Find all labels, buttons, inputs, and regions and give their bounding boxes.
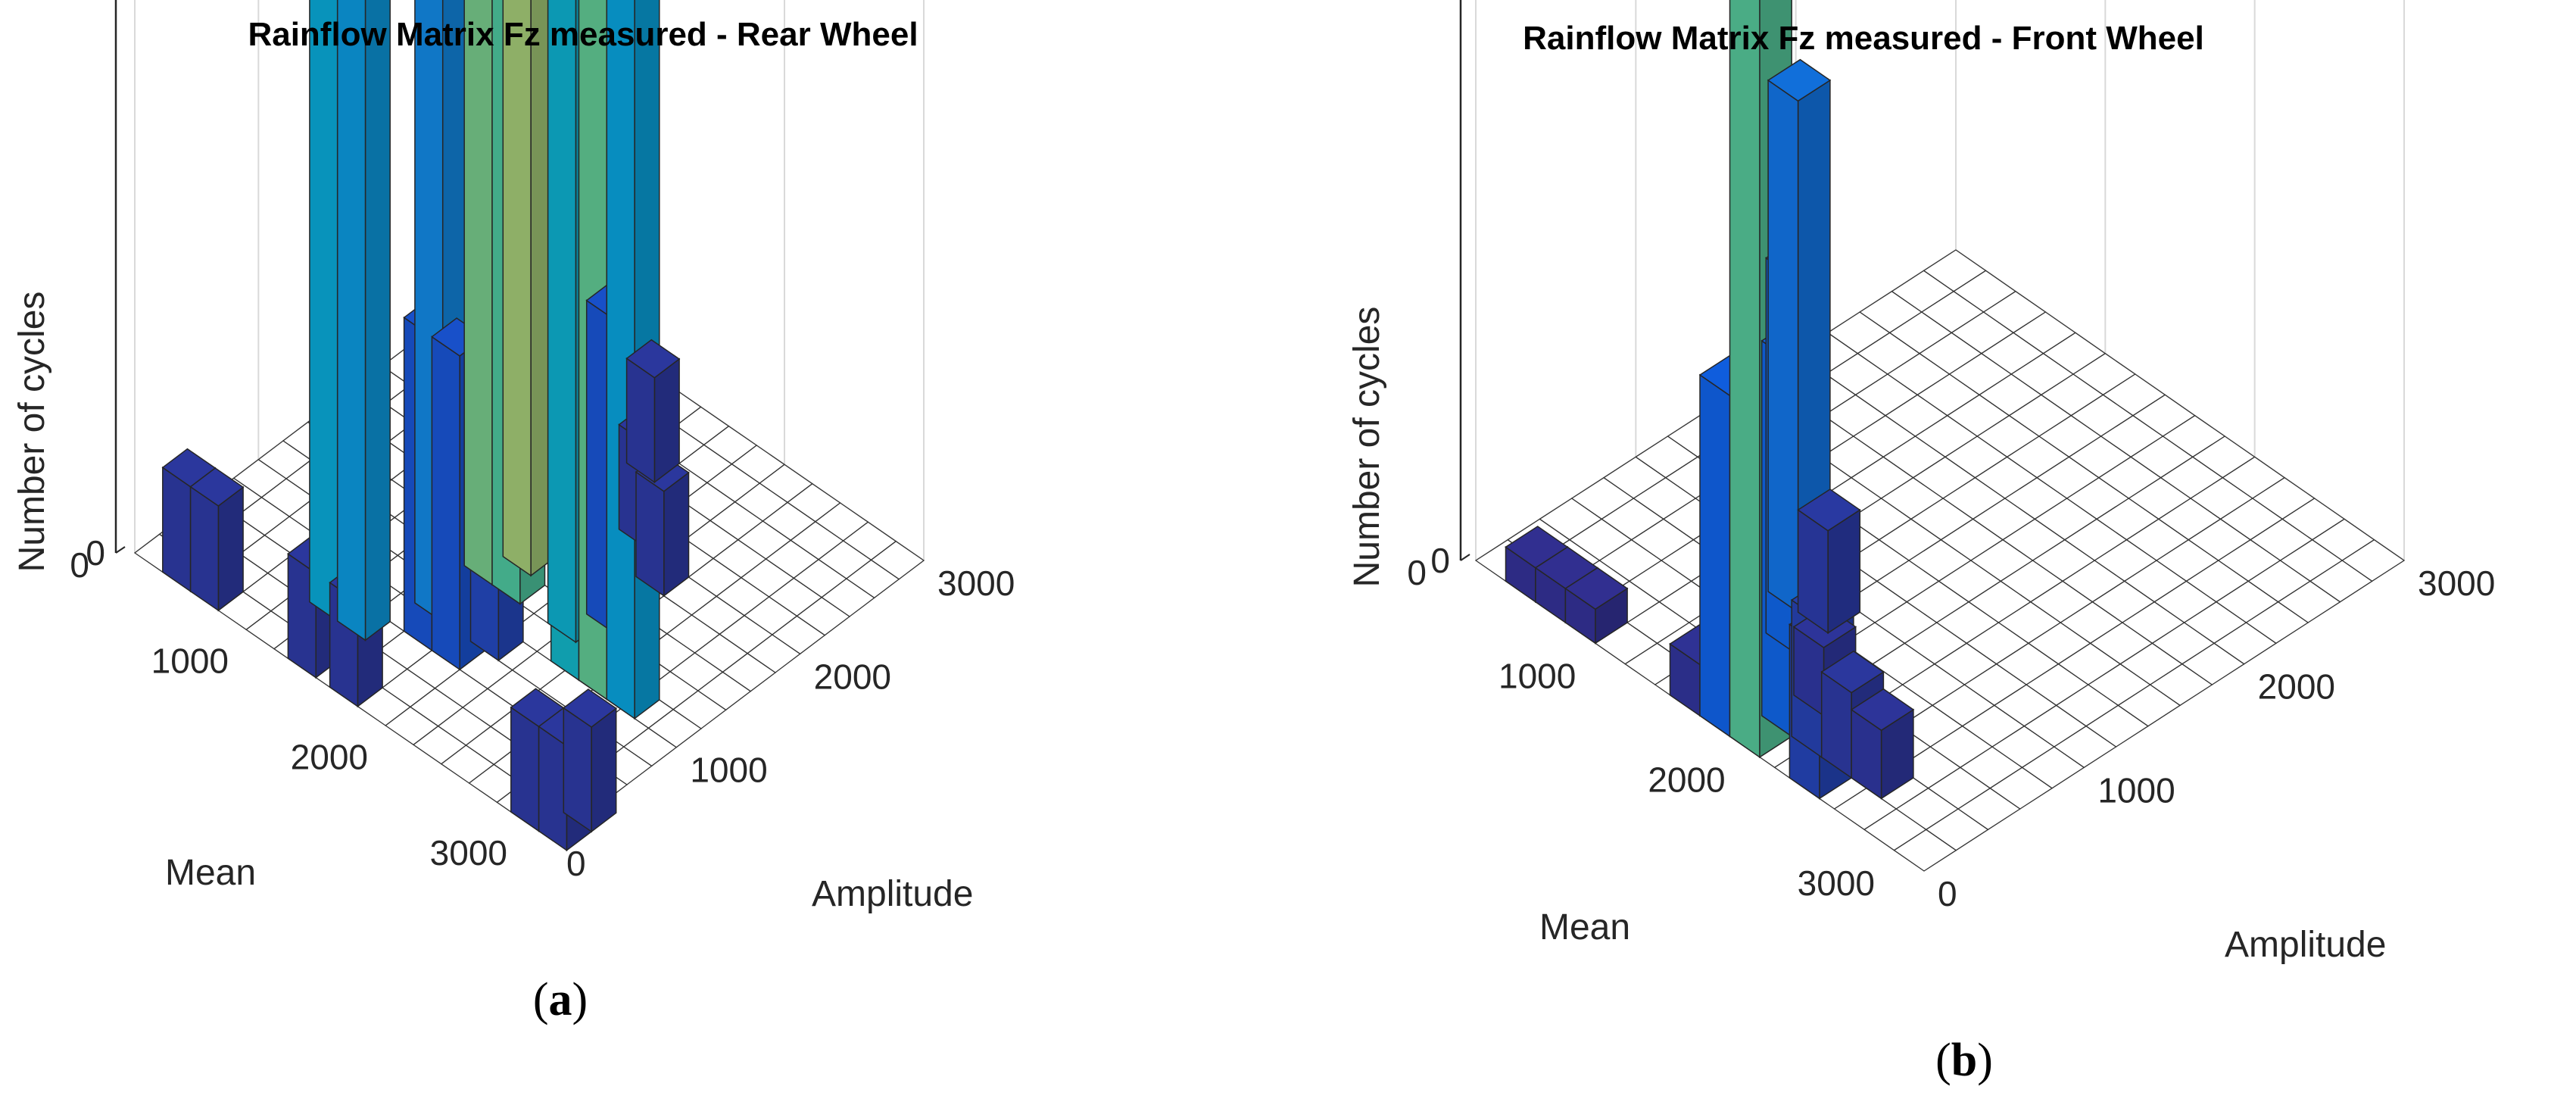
- x-axis-label: Mean: [165, 853, 256, 893]
- bar: [1767, 58, 1832, 613]
- bar: [563, 688, 617, 833]
- mean-tick-label: 3000: [1798, 863, 1875, 903]
- amplitude-tick-label: 2000: [2258, 667, 2335, 707]
- chart-title: Rainflow Matrix Fz measured - Rear Wheel: [248, 16, 918, 53]
- amplitude-tick-label: 3000: [2418, 563, 2495, 603]
- x-axis-label: Mean: [1539, 907, 1630, 947]
- bar: [1564, 567, 1629, 645]
- chart-front-wheel: 05010001000200030000100020003000 Rainflo…: [1347, 0, 2495, 1086]
- amplitude-tick-label: 0: [566, 844, 586, 883]
- chart-title: Rainflow Matrix Fz measured - Front Whee…: [1523, 20, 2204, 57]
- mean-tick-label: 1000: [151, 642, 229, 681]
- z-tick-label: 0: [86, 533, 105, 573]
- z-tick-mark: [1460, 554, 1470, 561]
- z-tick-label: 0: [1430, 541, 1450, 580]
- mean-tick-label: 0: [70, 545, 89, 585]
- amplitude-tick-label: 3000: [937, 563, 1015, 603]
- bar: [336, 0, 391, 642]
- y-axis-label: Amplitude: [812, 874, 973, 914]
- bar: [189, 467, 245, 612]
- bar: [635, 452, 690, 598]
- amplitude-tick-label: 0: [1938, 874, 1957, 913]
- z-axis-label: Number of cycles: [12, 292, 52, 573]
- mean-tick-label: 0: [1407, 553, 1427, 592]
- z-tick-mark: [115, 546, 126, 554]
- chart-panel-front: 05010001000200030000100020003000 Rainflo…: [1288, 0, 2576, 1102]
- amplitude-tick-label: 1000: [690, 751, 767, 790]
- mean-tick-label: 2000: [291, 737, 368, 776]
- bar: [1850, 688, 1915, 800]
- mean-tick-label: 1000: [1499, 657, 1576, 696]
- panel-caption: (b): [1935, 1035, 1993, 1086]
- amplitude-tick-label: 2000: [814, 657, 891, 696]
- y-axis-label: Amplitude: [2225, 925, 2386, 965]
- bar: [1797, 489, 1861, 635]
- amplitude-tick-label: 1000: [2097, 770, 2175, 810]
- panel-caption: (a): [533, 974, 588, 1026]
- mean-tick-label: 2000: [1648, 760, 1725, 799]
- chart-panel-rear: 0102001000200030000100020003000 Rainflow…: [12, 0, 1015, 1026]
- z-axis-label: Number of cycles: [1347, 307, 1387, 588]
- bar: [625, 339, 681, 484]
- chart-rear-wheel: 0102001000200030000100020003000 Rainflow…: [12, 0, 1015, 1026]
- mean-tick-label: 3000: [430, 833, 507, 873]
- floor-cell: [2341, 539, 2406, 582]
- floor-cell: [870, 540, 925, 580]
